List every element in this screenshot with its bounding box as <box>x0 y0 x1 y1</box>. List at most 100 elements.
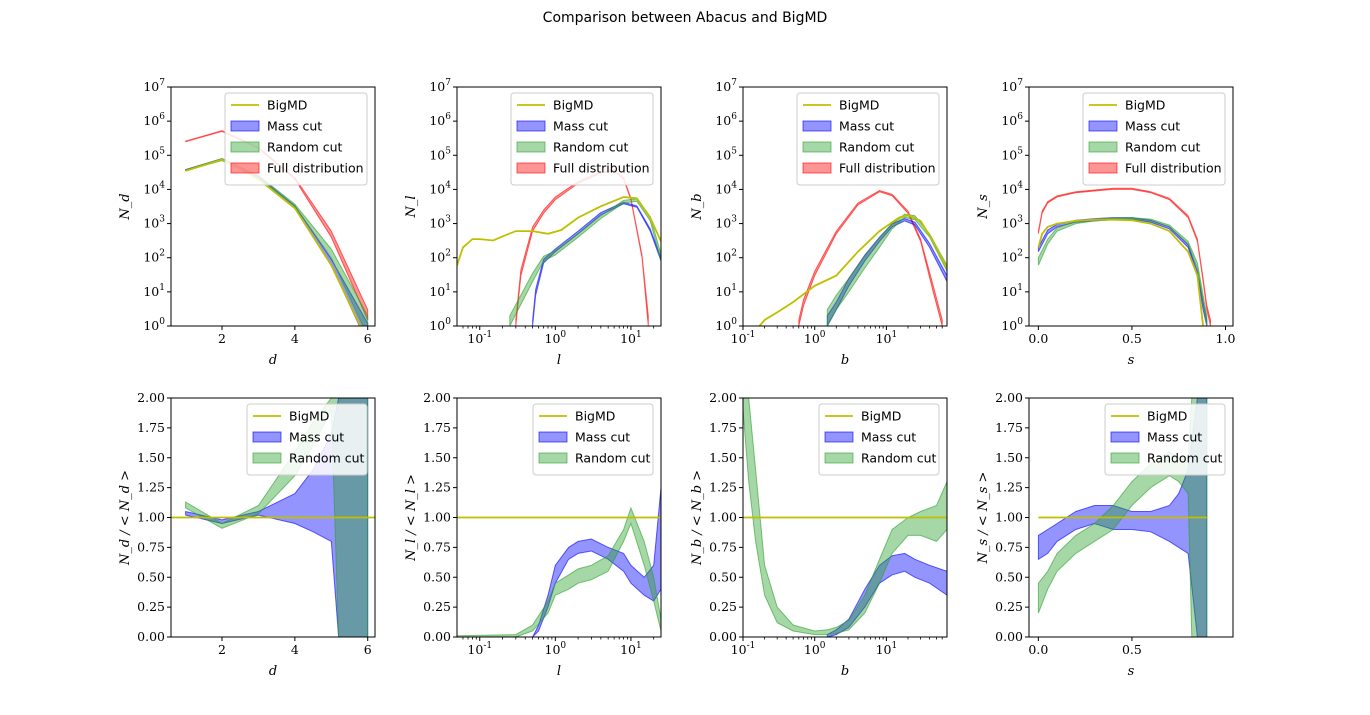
x-axis-label: l <box>557 664 561 679</box>
legend-label: Mass cut <box>861 430 916 445</box>
legend-label: BigMD <box>861 409 901 424</box>
y-tick-label: 1.00 <box>709 510 737 525</box>
legend-patch-swatch <box>1088 162 1118 174</box>
subplot-rd: 0.00 0.25 0.50 0.75 1.00 1.25 1.50 1.75 2.00 2 4 6 d… <box>118 390 376 679</box>
y-axis-label: N_d / < N_d > <box>118 470 133 566</box>
subplot-rb: 0.00 0.25 0.50 0.75 1.00 1.25 1.50 1.75 2.00 10-1… <box>690 390 948 679</box>
y-tick-label: 106 <box>143 112 165 128</box>
legend: BigMD Mass cut Random cut <box>532 403 654 476</box>
legend-patch-swatch <box>516 141 546 153</box>
legend-label: Full distribution <box>1125 161 1222 176</box>
x-tick-label: 10-1 <box>731 641 756 657</box>
legend: BigMD Mass cut Random cut Full distribution <box>224 92 368 186</box>
legend-box <box>224 92 368 186</box>
subplot-rs: 0.00 0.25 0.50 0.75 1.00 1.25 1.50 1.75 2.00 0.0 0… <box>976 390 1234 679</box>
y-axis-label: N_l / < N_l > <box>404 474 419 562</box>
band-full-distribution <box>798 189 943 326</box>
y-tick-label: 103 <box>715 215 737 231</box>
y-tick-label: 107 <box>429 78 451 94</box>
x-tick-label: 6 <box>364 642 372 657</box>
axes-frame <box>742 86 948 327</box>
legend-label: BigMD <box>839 98 879 113</box>
legend-label: Full distribution <box>839 161 936 176</box>
legend-patch-swatch <box>802 120 832 132</box>
y-tick-label: 1.25 <box>137 480 165 495</box>
legend-label: Random cut <box>289 451 365 466</box>
legend-label: Random cut <box>861 451 937 466</box>
x-tick-label: 2 <box>218 331 226 346</box>
y-tick-label: 106 <box>429 112 451 128</box>
y-tick-label: 103 <box>429 215 451 231</box>
legend: BigMD Mass cut Random cut Full distribution <box>796 92 940 186</box>
legend-patch-swatch <box>1088 141 1118 153</box>
x-tick-label: 100 <box>545 641 567 657</box>
plot-area <box>1037 187 1211 326</box>
plot-area <box>743 398 947 637</box>
x-axis-label: b <box>841 353 849 368</box>
y-tick-label: 1.00 <box>137 510 165 525</box>
line-bigmd <box>457 196 661 266</box>
legend-patch-swatch <box>802 162 832 174</box>
y-tick-label: 106 <box>715 112 737 128</box>
x-tick-label: 100 <box>804 641 826 657</box>
y-tick-label: 103 <box>1001 215 1023 231</box>
y-tick-label: 104 <box>429 180 451 196</box>
y-tick-label: 1.25 <box>423 480 451 495</box>
subplot-ns: 100 101 102 103 104 105 106 107 0.0 0.5 1.0 s N_s Big… <box>976 78 1235 368</box>
y-tick-label: 102 <box>143 249 165 265</box>
x-tick-label: 1.0 <box>1216 331 1236 346</box>
y-tick-label: 0.25 <box>709 599 737 614</box>
line-bigmd <box>758 213 947 326</box>
y-tick-label: 2.00 <box>423 390 451 405</box>
y-tick-label: 105 <box>715 146 737 162</box>
band-random-cut <box>457 506 661 637</box>
x-tick-label: 0.0 <box>1028 331 1048 346</box>
x-tick-label: 4 <box>291 331 299 346</box>
y-tick-label: 0.00 <box>423 629 451 644</box>
y-tick-label: 1.75 <box>137 420 165 435</box>
legend: BigMD Mass cut Random cut Full distribution <box>1082 92 1226 186</box>
y-tick-label: 0.75 <box>995 539 1023 554</box>
x-tick-label: 10-1 <box>731 330 756 346</box>
y-tick-label: 100 <box>143 317 165 333</box>
legend-box <box>246 403 368 476</box>
y-tick-label: 104 <box>143 180 165 196</box>
legend: BigMD Mass cut Random cut <box>246 403 368 476</box>
band-mass-cut <box>1037 217 1208 326</box>
legend-box <box>1104 403 1226 476</box>
legend-box <box>818 403 940 476</box>
legend: BigMD Mass cut Random cut <box>1104 403 1226 476</box>
x-tick-label: 10-1 <box>467 641 492 657</box>
x-tick-label: 4 <box>291 642 299 657</box>
y-tick-label: 0.75 <box>137 539 165 554</box>
legend-label: BigMD <box>289 409 329 424</box>
legend-box <box>532 403 654 476</box>
y-tick-label: 1.75 <box>709 420 737 435</box>
y-tick-label: 0.50 <box>995 569 1023 584</box>
y-tick-label: 107 <box>143 78 165 94</box>
x-tick-label: 10-1 <box>467 330 492 346</box>
x-axis-label: b <box>841 664 849 679</box>
legend-patch-swatch <box>824 431 854 443</box>
y-tick-label: 1.75 <box>995 420 1023 435</box>
legend-label: BigMD <box>1147 409 1187 424</box>
y-tick-label: 100 <box>429 317 451 333</box>
x-axis-label: l <box>557 353 561 368</box>
line-bigmd <box>185 158 362 326</box>
plot-area <box>758 189 947 326</box>
y-tick-label: 0.00 <box>137 629 165 644</box>
y-axis-label: N_s / < N_s > <box>976 472 991 565</box>
legend-patch-swatch <box>252 452 282 464</box>
y-tick-label: 1.00 <box>995 510 1023 525</box>
legend-label: BigMD <box>267 98 307 113</box>
legend-box <box>796 92 940 186</box>
x-tick-label: 0.5 <box>1122 331 1142 346</box>
y-tick-label: 0.75 <box>423 539 451 554</box>
y-tick-label: 1.25 <box>709 480 737 495</box>
legend-patch-swatch <box>230 141 260 153</box>
legend-label: Mass cut <box>267 119 322 134</box>
legend-label: Mass cut <box>839 119 894 134</box>
plot-area <box>457 169 661 326</box>
legend-label: Random cut <box>839 140 915 155</box>
